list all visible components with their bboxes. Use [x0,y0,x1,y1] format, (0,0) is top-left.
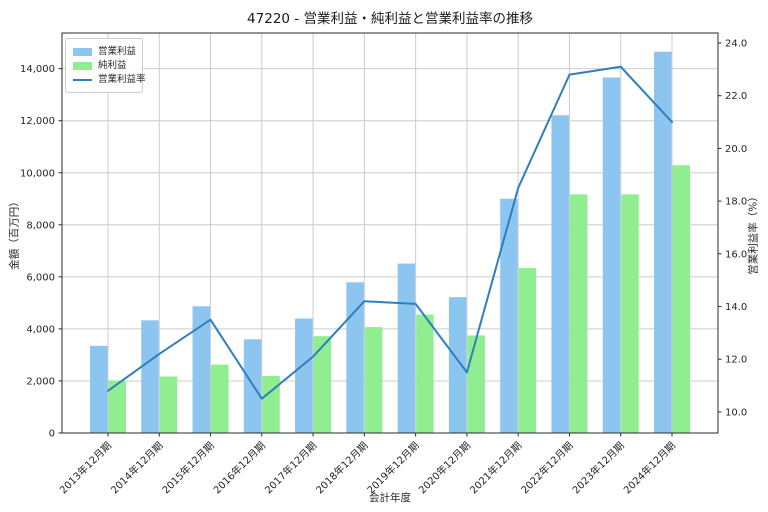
bar-net-profit-2019年12月期 [416,314,434,433]
y-tick-label-left: 14,000 [20,64,55,75]
bar-operating-profit-2014年12月期 [141,320,159,433]
x-tick-label: 2023年12月期 [569,439,626,496]
y-tick-label-right: 16.0 [725,249,747,260]
x-tick-label: 2016年12月期 [211,439,268,496]
legend-label: 純利益 [98,60,127,71]
bar-net-profit-2022年12月期 [569,194,588,433]
x-tick-label: 2020年12月期 [416,439,473,496]
y-axis-label-right: 営業利益率（%） [747,191,760,275]
bar-net-profit-2021年12月期 [518,268,537,433]
bar-net-profit-2015年12月期 [211,364,229,433]
bar-net-profit-2024年12月期 [672,165,690,433]
line-operating-margin [107,65,673,400]
bar-operating-profit-2024年12月期 [654,51,672,434]
bar-operating-profit-2018年12月期 [346,282,364,433]
legend-label: 営業利益 [98,46,137,57]
legend-label: 営業利益率 [98,74,146,85]
bar-net-profit-2023年12月期 [621,194,639,433]
bar-operating-profit-2023年12月期 [602,77,621,434]
y-axis-label-left: 金額（百万円） [8,196,21,270]
x-tick-label: 2019年12月期 [364,439,421,496]
bar-net-profit-2013年12月期 [108,380,126,433]
plot-border [61,32,719,434]
y-tick-label-left: 4,000 [26,324,55,335]
legend: 営業利益 純利益 営業利益率 [65,38,146,93]
y-tick-label-left: 8,000 [26,220,55,231]
bar-net-profit-2018年12月期 [364,327,383,433]
bar-net-profit-2017年12月期 [313,336,332,433]
x-tick-label: 2015年12月期 [159,439,216,496]
bar-operating-profit-2020年12月期 [448,297,467,433]
y-tick-label-right: 12.0 [725,355,747,366]
x-tick-label: 2013年12月期 [57,439,114,496]
bar-net-profit-2020年12月期 [467,335,485,433]
bar-net-profit-2014年12月期 [159,376,178,433]
y-tick-label-right: 18.0 [725,197,747,208]
y-tick-label-right: 10.0 [725,407,747,418]
y-tick-label-left: 12,000 [20,116,55,127]
y-tick-label-right: 14.0 [725,302,747,313]
y-tick-label-right: 24.0 [725,39,747,50]
y-tick-label-left: 0 [49,429,55,440]
x-tick-label: 2014年12月期 [108,439,165,496]
bar-operating-profit-2021年12月期 [500,198,518,433]
bar-net-profit-2016年12月期 [262,376,280,433]
legend-item-net-profit: 純利益 [73,59,135,72]
legend-item-operating-margin: 営業利益率 [73,73,146,86]
y-tick-label-right: 20.0 [725,144,747,155]
bar-operating-profit-2017年12月期 [295,318,313,433]
x-tick-label: 2024年12月期 [621,439,678,496]
bar-operating-profit-2015年12月期 [192,306,211,433]
x-axis-label: 会計年度 [369,492,411,504]
y-tick-label-left: 6,000 [26,272,55,283]
legend-swatch-operating-margin-icon [73,78,92,81]
legend-swatch-operating-profit-icon [73,47,92,56]
x-tick-label: 2018年12月期 [313,439,370,496]
bar-operating-profit-2019年12月期 [397,263,416,433]
chart-title: 47220 - 営業利益・純利益と営業利益率の推移 [247,11,533,27]
bar-operating-profit-2022年12月期 [551,115,569,433]
y-tick-label-left: 10,000 [20,168,55,179]
x-tick-label: 2017年12月期 [262,439,319,496]
x-tick-label: 2022年12月期 [518,439,575,496]
bar-operating-profit-2013年12月期 [90,345,108,433]
legend-swatch-net-profit-icon [73,61,92,70]
y-tick-label-right: 22.0 [725,91,747,102]
y-tick-label-left: 2,000 [26,376,55,387]
x-tick-label: 2021年12月期 [467,439,524,496]
legend-item-operating-profit: 営業利益 [73,45,137,58]
